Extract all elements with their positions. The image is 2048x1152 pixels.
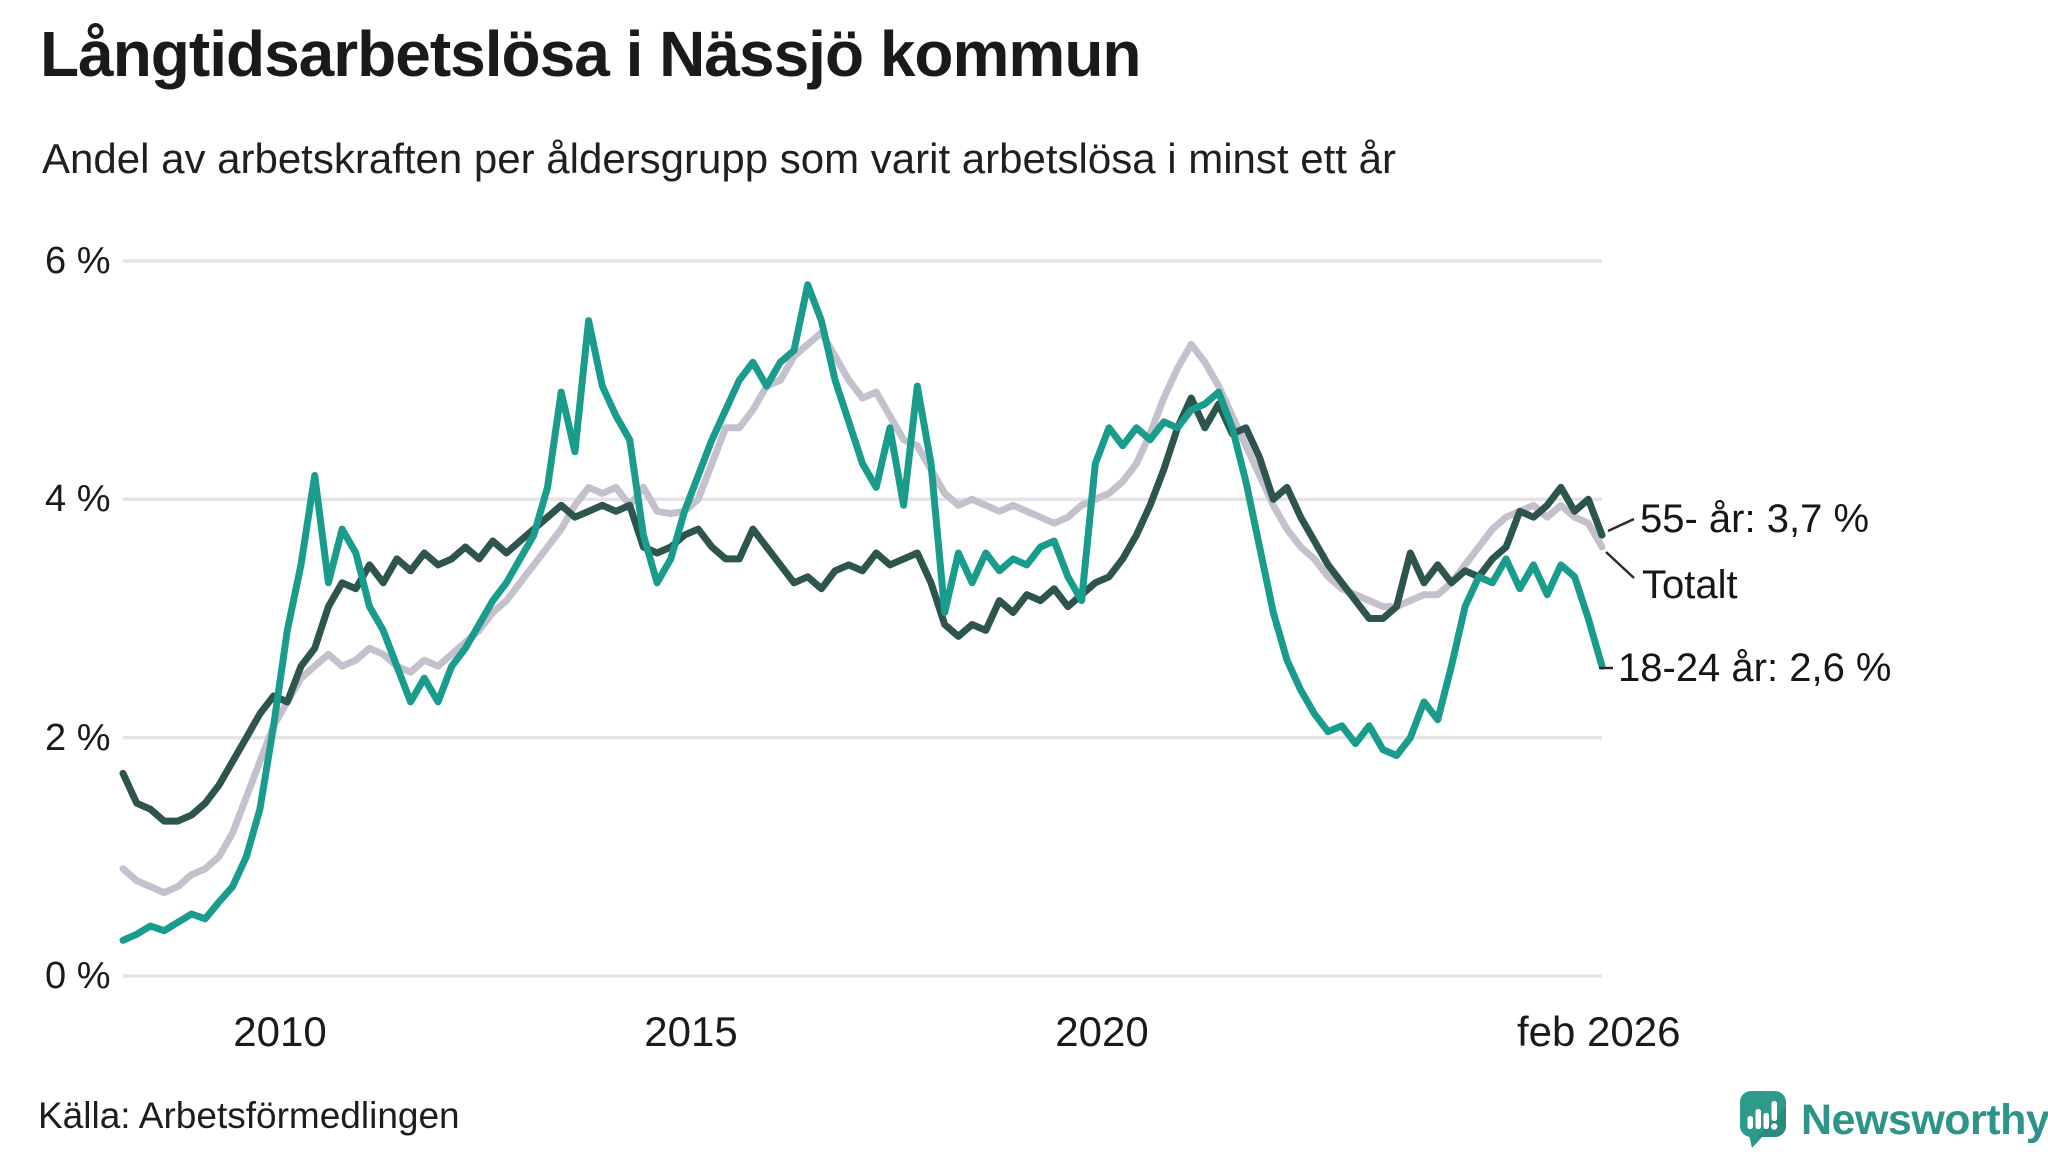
y-axis-tick-label: 6 % — [45, 240, 111, 282]
chart-title: Långtidsarbetslösa i Nässjö kommun — [40, 18, 1141, 90]
series-line-totalt — [119, 329, 1606, 897]
series-end-label-totalt: Totalt — [1642, 563, 1738, 607]
chart-subtitle: Andel av arbetskraften per åldersgrupp s… — [42, 135, 1396, 182]
y-axis-tick-label: 4 % — [45, 478, 111, 521]
x-axis-tick-label: 2015 — [644, 1008, 738, 1055]
y-axis-tick-label: 2 % — [45, 716, 111, 759]
label-leader-line — [1607, 517, 1635, 533]
x-axis-tick-label: 2020 — [1055, 1008, 1149, 1055]
x-axis-tick-label: 2010 — [233, 1008, 327, 1055]
series-line-55-ar — [119, 394, 1606, 825]
x-axis-tick-label: feb 2026 — [1516, 1008, 1681, 1055]
y-axis-tick-label: 0 % — [45, 955, 111, 997]
source-attribution: Källa: Arbetsförmedlingen — [38, 1095, 460, 1136]
newsworthy-logo-text: Newsworthy — [1801, 1095, 2048, 1144]
newsworthy-logo-icon — [1740, 1091, 1786, 1148]
series-end-label-18-24-ar: 18-24 år: 2,6 % — [1618, 646, 1892, 690]
newsworthy-logo[interactable]: Newsworthy — [1740, 1091, 2048, 1148]
series-line-18-24-ar — [119, 281, 1606, 944]
series-end-label-55-ar: 55- år: 3,7 % — [1640, 497, 1870, 541]
label-leader-line — [1605, 551, 1635, 579]
